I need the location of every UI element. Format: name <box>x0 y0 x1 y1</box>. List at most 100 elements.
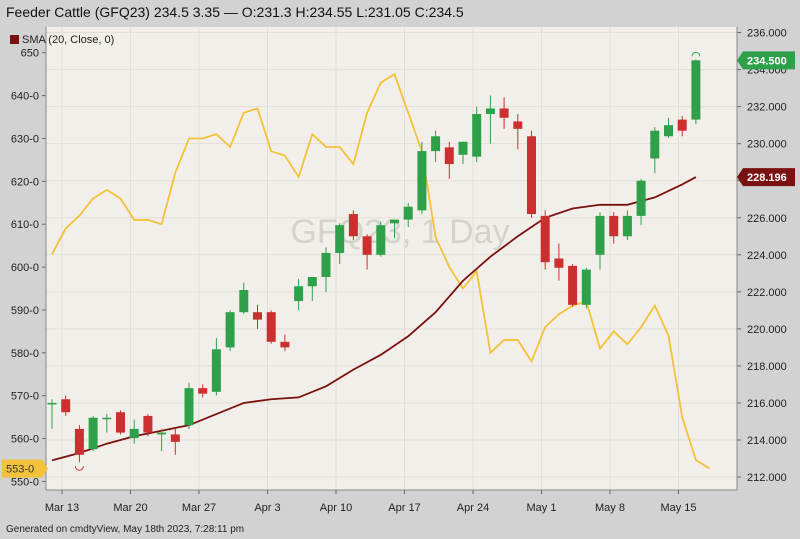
candle-body <box>403 206 413 220</box>
candle <box>102 414 112 433</box>
candle-body <box>307 277 317 287</box>
candle <box>47 399 57 429</box>
sma-legend-label: SMA (20, Close, 0) <box>22 34 114 46</box>
plot-area[interactable] <box>46 27 737 490</box>
x-tick-label: May 1 <box>527 502 557 514</box>
right-tick-label: 226.000 <box>747 213 787 225</box>
candle-body <box>499 108 509 118</box>
candle-body <box>431 136 441 152</box>
low-marker <box>74 466 84 471</box>
candle-body <box>390 219 399 224</box>
candle <box>335 223 345 265</box>
candle <box>266 310 276 344</box>
price-tag-label: 228.196 <box>747 172 787 184</box>
candle-body <box>417 151 427 211</box>
left-tick-label: 590-0 <box>11 305 39 317</box>
left-tick-label: 570-0 <box>11 391 39 403</box>
right-tick-label: 218.000 <box>747 361 787 373</box>
footer-note: Generated on cmdtyView, May 18th 2023, 7… <box>6 524 245 535</box>
candle <box>609 212 619 244</box>
left-tick-label: 560-0 <box>11 434 39 446</box>
candle-body <box>362 236 372 255</box>
candle <box>253 304 262 329</box>
left-tick-label: 620-0 <box>11 176 39 188</box>
candle-body <box>376 225 386 255</box>
right-tick-label: 216.000 <box>747 398 787 410</box>
overlay-line <box>51 72 711 470</box>
candle <box>650 127 660 174</box>
candle <box>390 219 399 239</box>
sma-legend: SMA (20, Close, 0) <box>10 34 114 46</box>
candle <box>198 384 208 398</box>
candle <box>527 130 536 218</box>
watermark-text: GFQ23, 1 Day <box>290 213 509 251</box>
right-tick-label: 214.000 <box>747 435 787 447</box>
price-tags: 234.500 228.196 553-0 <box>2 51 795 478</box>
candle-body <box>335 225 345 253</box>
candle <box>239 282 249 315</box>
price-tag-label: 553-0 <box>6 464 34 476</box>
candle <box>568 264 578 307</box>
price-tag: 234.500 <box>737 51 795 70</box>
candle <box>472 106 482 163</box>
candle <box>403 202 413 228</box>
left-tick-label: 610-0 <box>11 219 39 231</box>
candle <box>581 267 591 309</box>
candle-body <box>444 147 454 165</box>
candle-body <box>636 180 646 216</box>
candle-body <box>294 286 304 302</box>
candle-body <box>348 214 358 237</box>
left-tick-label: 640-0 <box>11 91 39 103</box>
candle <box>540 210 550 270</box>
candle-body <box>609 215 619 237</box>
candle-body <box>170 434 180 442</box>
candle-body <box>266 312 276 342</box>
candle <box>143 414 153 437</box>
candle-body <box>650 130 660 159</box>
x-tick-label: Mar 13 <box>45 502 79 514</box>
candle <box>307 277 317 302</box>
candle-body <box>554 258 564 268</box>
candle-body <box>280 341 290 348</box>
candle <box>88 415 98 452</box>
candle <box>622 210 632 240</box>
chart-title: Feeder Cattle (GFQ23) 234.5 3.35 — O:231… <box>6 4 464 20</box>
candle-body <box>527 136 536 215</box>
left-tick-label: 600-0 <box>11 262 39 274</box>
candle <box>184 382 194 429</box>
candle <box>376 221 386 257</box>
overlay-series <box>51 72 711 470</box>
candle-body <box>211 349 221 392</box>
left-axis: 550-0 560-0 570-0 580-0 590-0 600-0 610-0 620-0… <box>11 27 47 490</box>
candle <box>211 338 221 396</box>
candle <box>225 310 235 352</box>
x-tick-label: Apr 24 <box>457 502 489 514</box>
candle-body <box>61 399 71 413</box>
candle-body <box>485 108 495 115</box>
x-tick-label: Mar 27 <box>182 502 216 514</box>
candle <box>595 212 605 270</box>
candle <box>170 428 180 455</box>
candle <box>129 419 139 444</box>
candle <box>321 247 331 292</box>
candle <box>417 141 427 215</box>
candle <box>348 210 358 240</box>
candlestick-series <box>47 51 701 471</box>
x-tick-label: Mar 20 <box>113 502 147 514</box>
candle <box>444 141 454 179</box>
candle-body <box>513 121 523 129</box>
candle-body <box>74 428 84 455</box>
sma-legend-swatch <box>10 35 19 44</box>
x-tick-label: May 15 <box>660 502 696 514</box>
candle-body <box>184 388 194 426</box>
candle <box>499 97 509 129</box>
candle <box>157 428 167 452</box>
candle-body <box>47 402 57 405</box>
candle <box>61 395 71 416</box>
candle-body <box>129 428 139 439</box>
candle <box>294 278 304 311</box>
x-tick-label: Apr 3 <box>254 502 280 514</box>
candle-body <box>664 125 673 137</box>
left-tick-label: 630-0 <box>11 133 39 145</box>
